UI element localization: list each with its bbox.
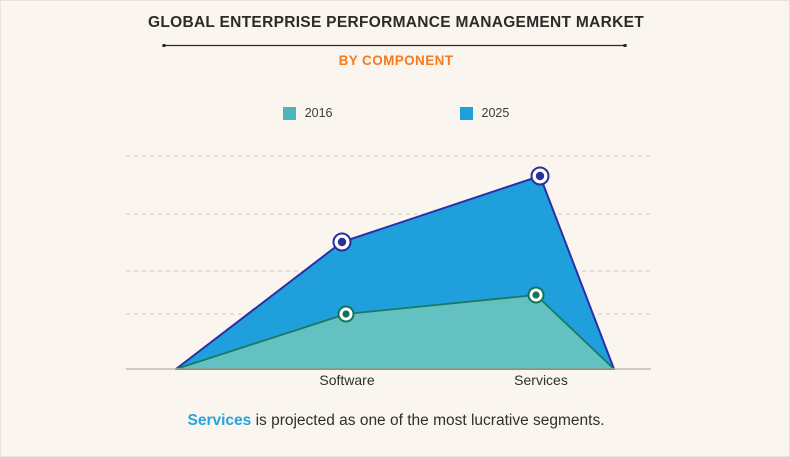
title-divider [162, 44, 627, 47]
data-point-2016-services-core [532, 291, 540, 299]
caption-rest-text: is projected as one of the most lucrativ… [251, 412, 605, 429]
page-subtitle: BY COMPONENT [338, 53, 454, 68]
legend-item-2016[interactable]: 2016 [282, 106, 333, 120]
legend-swatch-icon-2016 [282, 106, 296, 120]
x-axis-label-software: Software [319, 372, 375, 388]
caption-highlight-term: Services [187, 412, 252, 429]
x-axis-label-services: Services [514, 372, 568, 388]
markers-2016 [337, 286, 545, 323]
data-point-2016-software-core [342, 310, 350, 318]
legend-label-2025: 2025 [481, 106, 510, 120]
markers-2025 [332, 166, 550, 252]
header: GLOBAL ENTERPRISE PERFORMANCE MANAGEMENT… [1, 1, 790, 68]
legend-swatch-icon-2025 [459, 106, 473, 120]
data-point-2025-services-core [535, 171, 545, 181]
chart-caption: Services is projected as one of the most… [1, 412, 790, 430]
chart-plot-area [1, 146, 790, 381]
data-point-2025-software-core [337, 237, 347, 247]
page-title: GLOBAL ENTERPRISE PERFORMANCE MANAGEMENT… [147, 14, 645, 31]
area-chart-svg [126, 155, 651, 370]
chart-legend: 2016 2025 [1, 106, 790, 120]
legend-label-2016: 2016 [304, 106, 333, 120]
legend-item-2025[interactable]: 2025 [459, 106, 510, 120]
